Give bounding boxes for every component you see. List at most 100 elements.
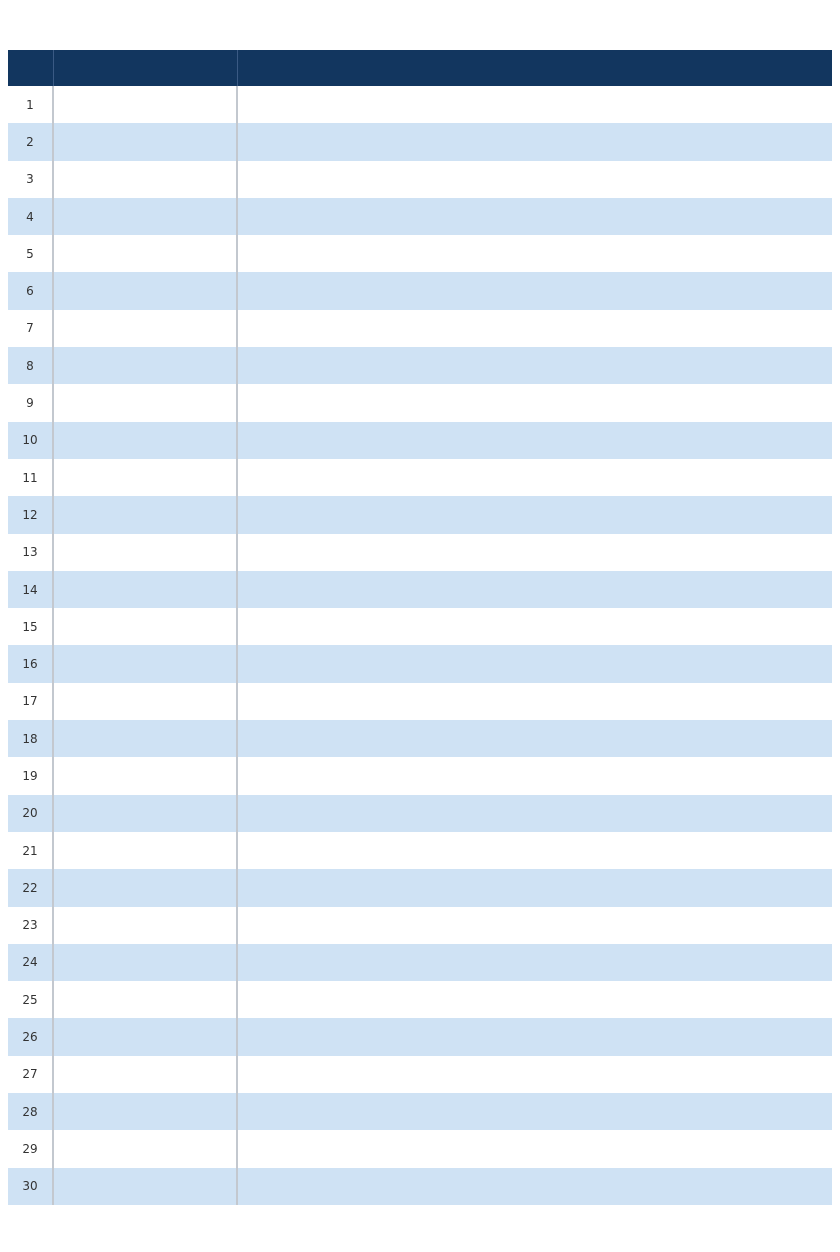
table-row: 5 — [8, 235, 832, 273]
table-row: 28 — [8, 1093, 832, 1131]
row-rank: 18 — [8, 720, 54, 758]
table-row: 13 — [8, 533, 832, 571]
row-rank: 27 — [8, 1055, 54, 1094]
header-name — [54, 50, 238, 86]
row-name — [54, 757, 238, 795]
page-title — [0, 0, 840, 50]
table-row: 17 — [8, 682, 832, 721]
row-name — [54, 160, 238, 198]
table-body: 1 2 3 4 5 6 7 8 9 10 11 12 13 14 15 16 17 18 19 20 21 22 23 24 2… — [8, 86, 832, 1205]
row-name — [54, 570, 238, 609]
row-rank: 29 — [8, 1130, 54, 1168]
row-name — [54, 720, 238, 758]
table-row: 14 — [8, 570, 832, 609]
row-description — [238, 944, 832, 981]
row-rank: 16 — [8, 645, 54, 683]
row-rank: 15 — [8, 608, 54, 646]
row-description — [238, 422, 832, 459]
row-description — [238, 795, 832, 832]
table-row: 29 — [8, 1130, 832, 1168]
row-description — [238, 869, 832, 906]
row-name — [54, 831, 238, 870]
table-row: 22 — [8, 869, 832, 907]
table-row: 12 — [8, 496, 832, 534]
row-name — [54, 86, 238, 124]
row-name — [54, 458, 238, 497]
table-row: 10 — [8, 421, 832, 459]
row-description — [238, 235, 832, 272]
row-name — [54, 421, 238, 459]
table-row: 23 — [8, 906, 832, 944]
row-rank: 23 — [8, 906, 54, 944]
row-rank: 14 — [8, 570, 54, 609]
row-name — [54, 1167, 238, 1205]
row-name — [54, 309, 238, 348]
row-description — [238, 571, 832, 608]
row-description — [238, 347, 832, 384]
row-name — [54, 533, 238, 571]
row-description — [238, 720, 832, 757]
row-name — [54, 384, 238, 422]
row-name — [54, 869, 238, 907]
table-row: 4 — [8, 197, 832, 236]
row-rank: 17 — [8, 682, 54, 721]
row-description — [238, 123, 832, 160]
row-rank: 4 — [8, 197, 54, 236]
row-description — [238, 272, 832, 309]
row-description — [238, 310, 832, 347]
row-rank: 7 — [8, 309, 54, 348]
table-header — [8, 50, 832, 86]
row-description — [238, 645, 832, 682]
row-description — [238, 1168, 832, 1205]
row-description — [238, 384, 832, 421]
row-name — [54, 1093, 238, 1131]
table-row: 20 — [8, 794, 832, 832]
table-row: 26 — [8, 1018, 832, 1056]
row-name — [54, 1055, 238, 1094]
row-rank: 3 — [8, 160, 54, 198]
row-rank: 21 — [8, 831, 54, 870]
table-row: 3 — [8, 160, 832, 198]
row-rank: 9 — [8, 384, 54, 422]
row-rank: 10 — [8, 421, 54, 459]
row-name — [54, 1018, 238, 1056]
row-name — [54, 682, 238, 721]
row-rank: 30 — [8, 1167, 54, 1205]
row-description — [238, 1093, 832, 1130]
row-rank: 1 — [8, 86, 54, 124]
row-name — [54, 272, 238, 310]
row-name — [54, 197, 238, 236]
row-name — [54, 347, 238, 385]
row-rank: 28 — [8, 1093, 54, 1131]
row-rank: 13 — [8, 533, 54, 571]
row-rank: 22 — [8, 869, 54, 907]
row-name — [54, 496, 238, 534]
table-row: 7 — [8, 309, 832, 348]
row-description — [238, 1130, 832, 1167]
table-row: 2 — [8, 123, 832, 161]
header-rank — [8, 50, 54, 86]
table-row: 19 — [8, 757, 832, 795]
row-name — [54, 608, 238, 646]
table-row: 25 — [8, 981, 832, 1019]
row-description — [238, 757, 832, 794]
row-description — [238, 907, 832, 944]
table-row: 8 — [8, 347, 832, 385]
row-description — [238, 198, 832, 235]
row-rank: 24 — [8, 943, 54, 982]
row-name — [54, 943, 238, 982]
row-name — [54, 123, 238, 161]
table-row: 15 — [8, 608, 832, 646]
row-description — [238, 832, 832, 869]
table-row: 16 — [8, 645, 832, 683]
row-rank: 2 — [8, 123, 54, 161]
row-description — [238, 161, 832, 198]
ranking-table: 1 2 3 4 5 6 7 8 9 10 11 12 13 14 15 16 17 18 19 20 21 22 23 24 2… — [8, 50, 832, 1205]
row-name — [54, 645, 238, 683]
row-rank: 8 — [8, 347, 54, 385]
row-name — [54, 981, 238, 1019]
row-rank: 5 — [8, 235, 54, 273]
row-rank: 26 — [8, 1018, 54, 1056]
table-row: 11 — [8, 458, 832, 497]
header-description — [238, 50, 832, 86]
